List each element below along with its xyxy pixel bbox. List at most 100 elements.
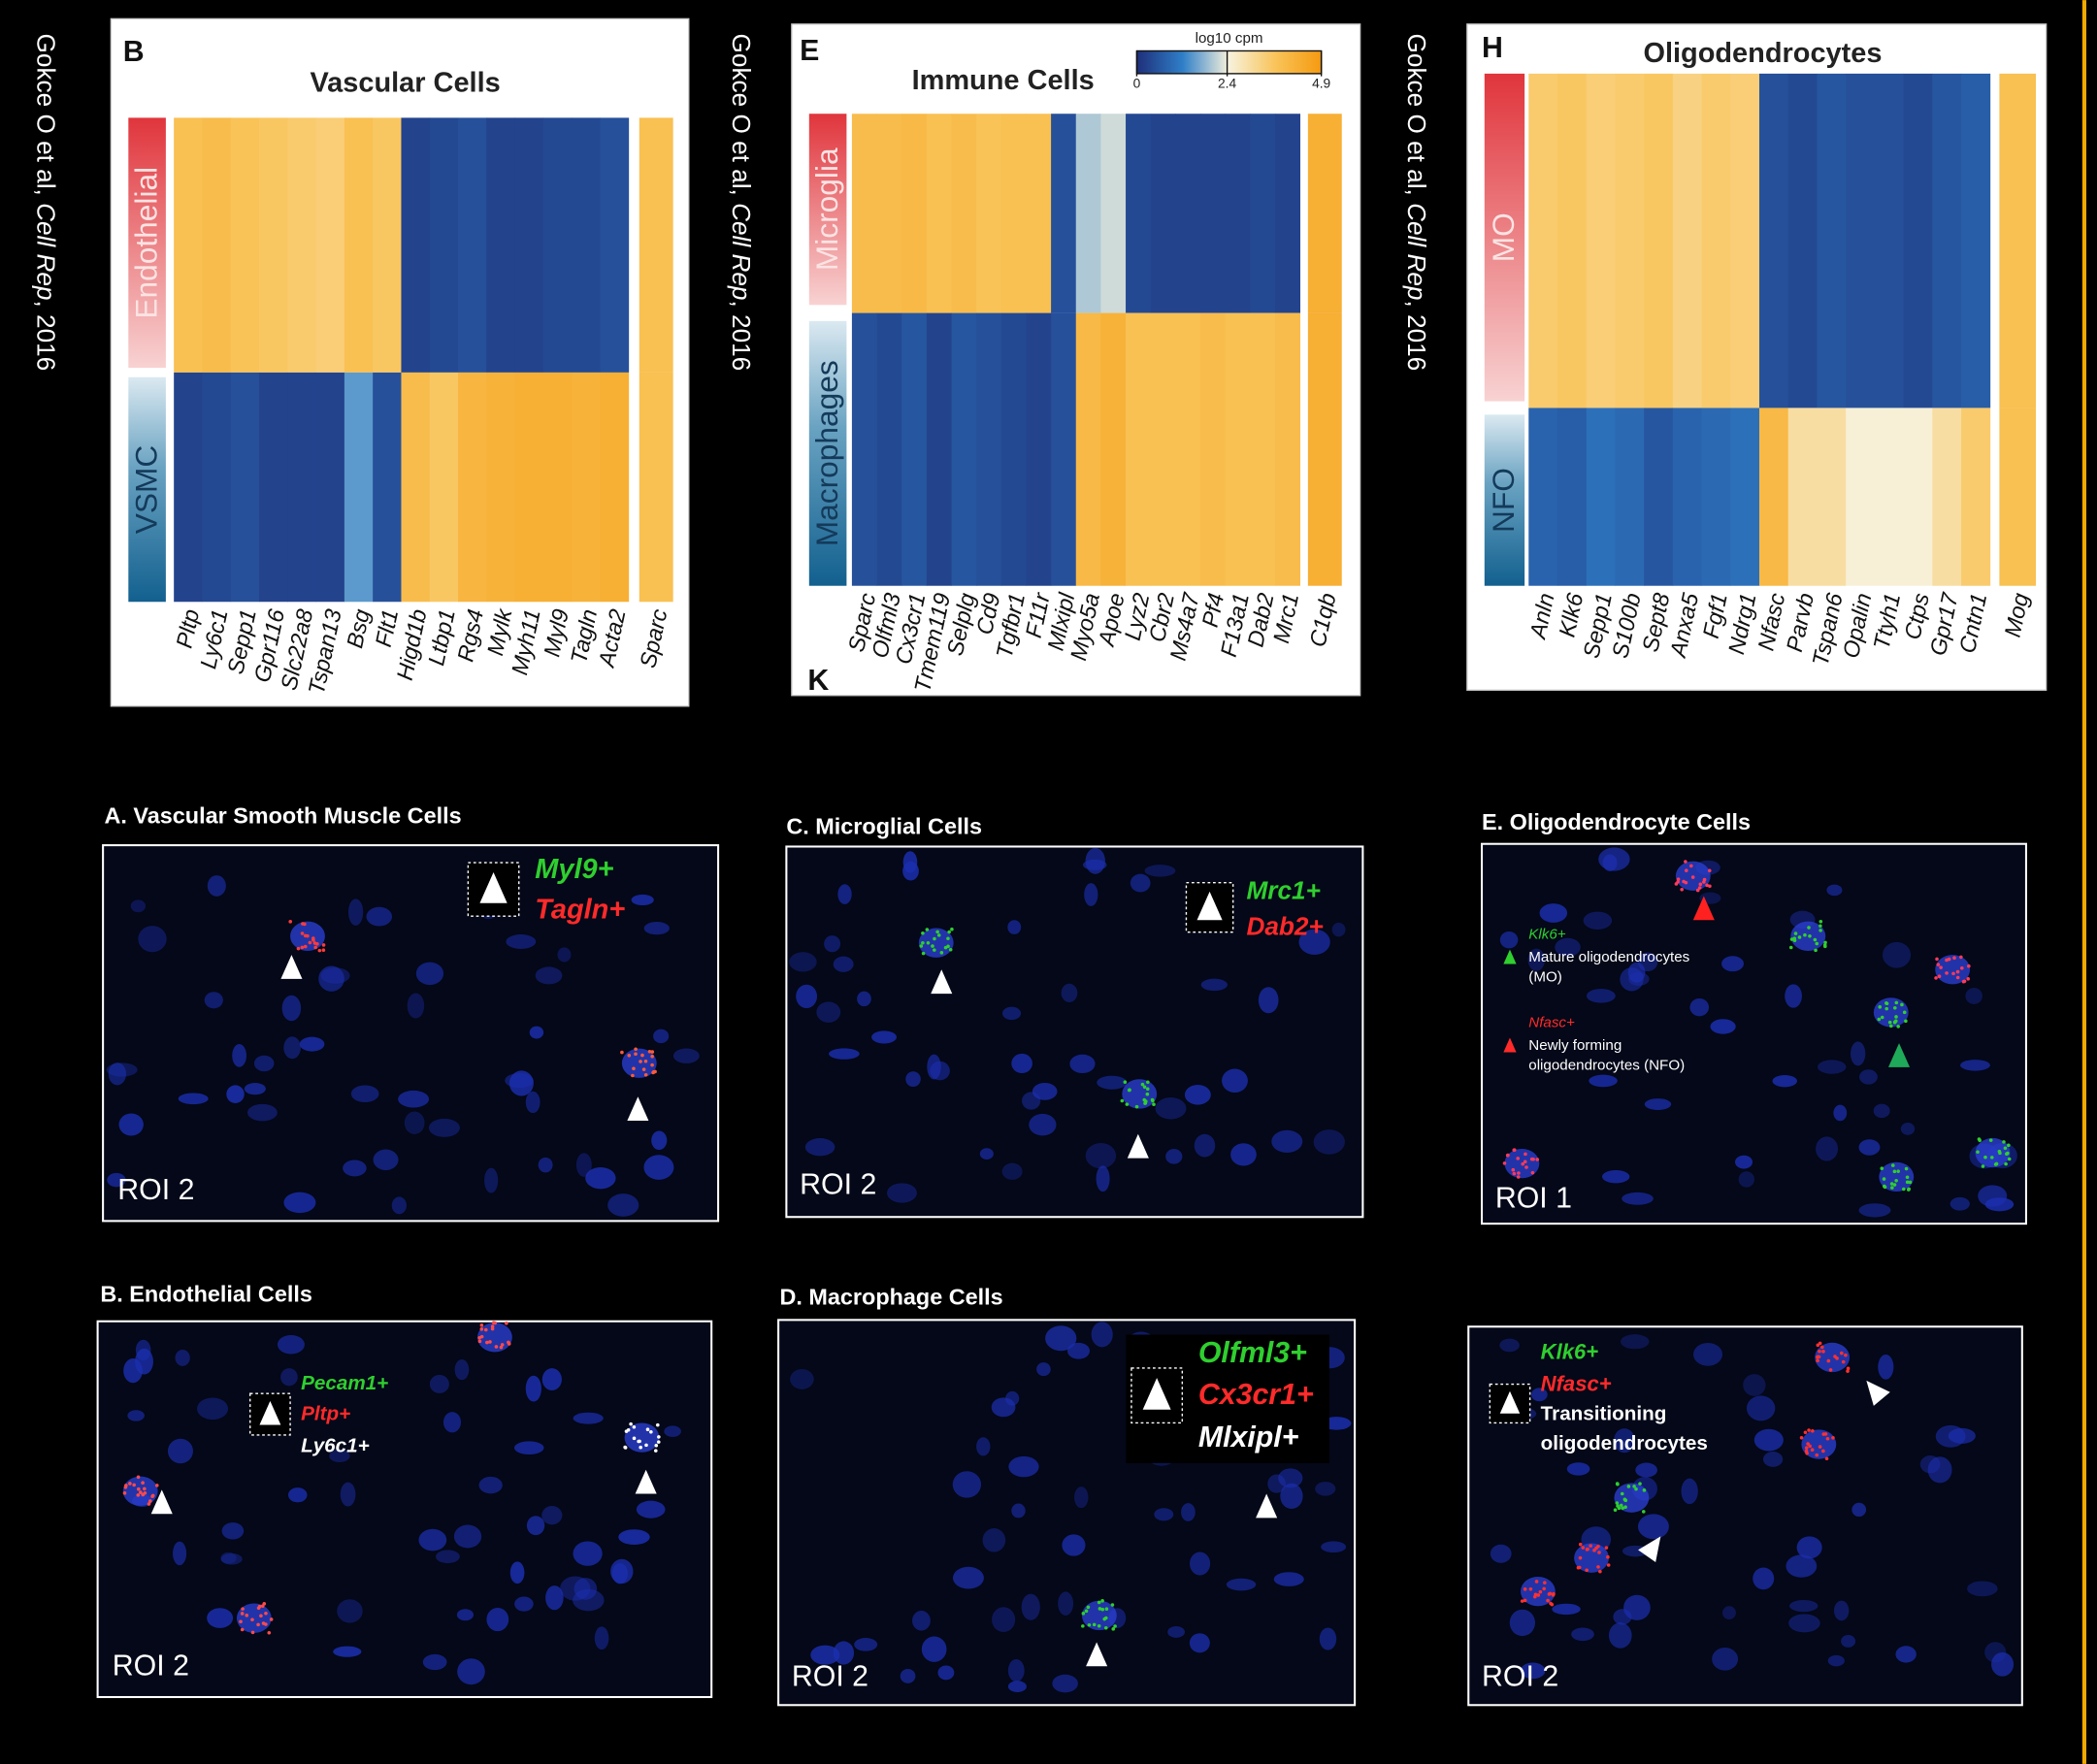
legend-text: (MO) [1528,969,1562,986]
signal-dot [1607,1563,1611,1567]
signal-dot [1881,1016,1884,1020]
signal-dot [1967,964,1971,968]
signal-dot [1105,1607,1109,1611]
nucleus [536,966,563,984]
signal-dot [1100,1599,1104,1603]
signal-dot [1995,1162,1999,1166]
heatmap-cell [1999,408,2036,585]
heatmap-cell [1730,408,1759,585]
nucleus [829,1048,860,1059]
nucleus [1721,956,1744,971]
signal-dot [1885,1001,1889,1005]
signal-dot [148,1499,152,1503]
signal-dot [480,1327,484,1331]
heatmap-cell [1100,114,1126,312]
heatmap-cell [1999,74,2036,408]
nucleus [805,1138,836,1156]
signal-dot [620,1051,624,1055]
nucleus [930,1062,950,1081]
nucleus [429,1119,460,1137]
marker-label: Pecam1+ [301,1372,388,1394]
marker-label: Ly6c1+ [301,1435,370,1457]
signal-dot [646,1427,650,1431]
heatmap-cell [1175,313,1200,586]
nucleus [1032,1083,1058,1100]
nucleus [1991,1652,2014,1677]
signal-dot [1146,1080,1150,1084]
signal-dot [139,1490,143,1494]
micrograph [98,1322,712,1697]
nucleus [138,926,166,952]
nucleus [247,1104,278,1122]
signal-dot [256,1623,260,1627]
signal-dot [151,1494,155,1498]
nucleus [1851,1041,1865,1065]
signal-dot [927,941,931,945]
nucleus [1603,855,1618,871]
heatmap-cell [1528,408,1557,585]
signal-dot [1524,1587,1527,1591]
nucleus [1743,1374,1765,1396]
heatmap-cell [1961,74,1990,408]
signal-dot [1890,1182,1894,1186]
nucleus [1874,1104,1890,1119]
micrograph [1482,844,2026,1224]
nucleus [208,875,226,897]
colorbar [1136,50,1321,73]
nucleus [1936,1425,1966,1448]
nucleus [632,895,654,905]
nucleus [175,1350,189,1366]
nucleus [1735,1156,1753,1169]
signal-dot [631,1074,635,1078]
heatmap-cell [1051,114,1076,312]
signal-dot [649,1430,653,1434]
signal-dot [1811,1429,1815,1433]
nucleus [530,1027,543,1039]
heatmap-cell [1587,408,1616,585]
signal-dot [1945,971,1949,975]
nucleus [1185,1085,1211,1105]
nucleus [1638,1514,1669,1539]
marker-label: Dab2+ [1246,911,1323,940]
signal-dot [1577,1566,1581,1570]
citation-authors: Gokce O et al, [1402,34,1431,204]
citation: Gokce O et al, Cell Rep, 2016 [727,34,756,372]
heatmap-cell [927,313,952,586]
nucleus [457,1609,474,1620]
signal-dot [1805,1446,1809,1450]
nucleus [1230,1143,1257,1165]
signal-dot [478,1340,482,1344]
signal-dot [1821,1450,1825,1454]
signal-dot [946,945,950,949]
signal-dot [495,1345,499,1349]
signal-dot [258,1605,262,1609]
signal-dot [1896,1169,1900,1173]
signal-dot [947,931,951,934]
signal-dot [301,922,305,926]
roi-label: ROI 2 [792,1661,868,1693]
nucleus [374,1150,399,1171]
signal-dot [132,1484,136,1487]
citation-year: , 2016 [727,300,756,371]
signal-dot [505,1322,508,1325]
heatmap-cell [572,373,601,602]
nucleus [1772,1075,1796,1087]
nucleus [637,1501,666,1519]
signal-dot [921,931,925,935]
signal-dot [1815,942,1818,946]
heatmap-cell [1175,114,1200,312]
signal-dot [1597,1551,1601,1554]
nucleus [1222,1069,1248,1093]
heatmap-cell [1875,408,1904,585]
nucleus [1008,1681,1027,1692]
nucleus [1491,1545,1512,1563]
signal-dot [1685,881,1688,885]
signal-dot [1800,1436,1804,1440]
signal-dot [322,948,326,952]
signal-dot [1818,929,1822,932]
heatmap-cell [1308,114,1342,312]
heatmap-cell [1644,74,1673,408]
nucleus [1195,1134,1216,1158]
nucleus [542,1368,562,1390]
nucleus [1621,1334,1650,1349]
